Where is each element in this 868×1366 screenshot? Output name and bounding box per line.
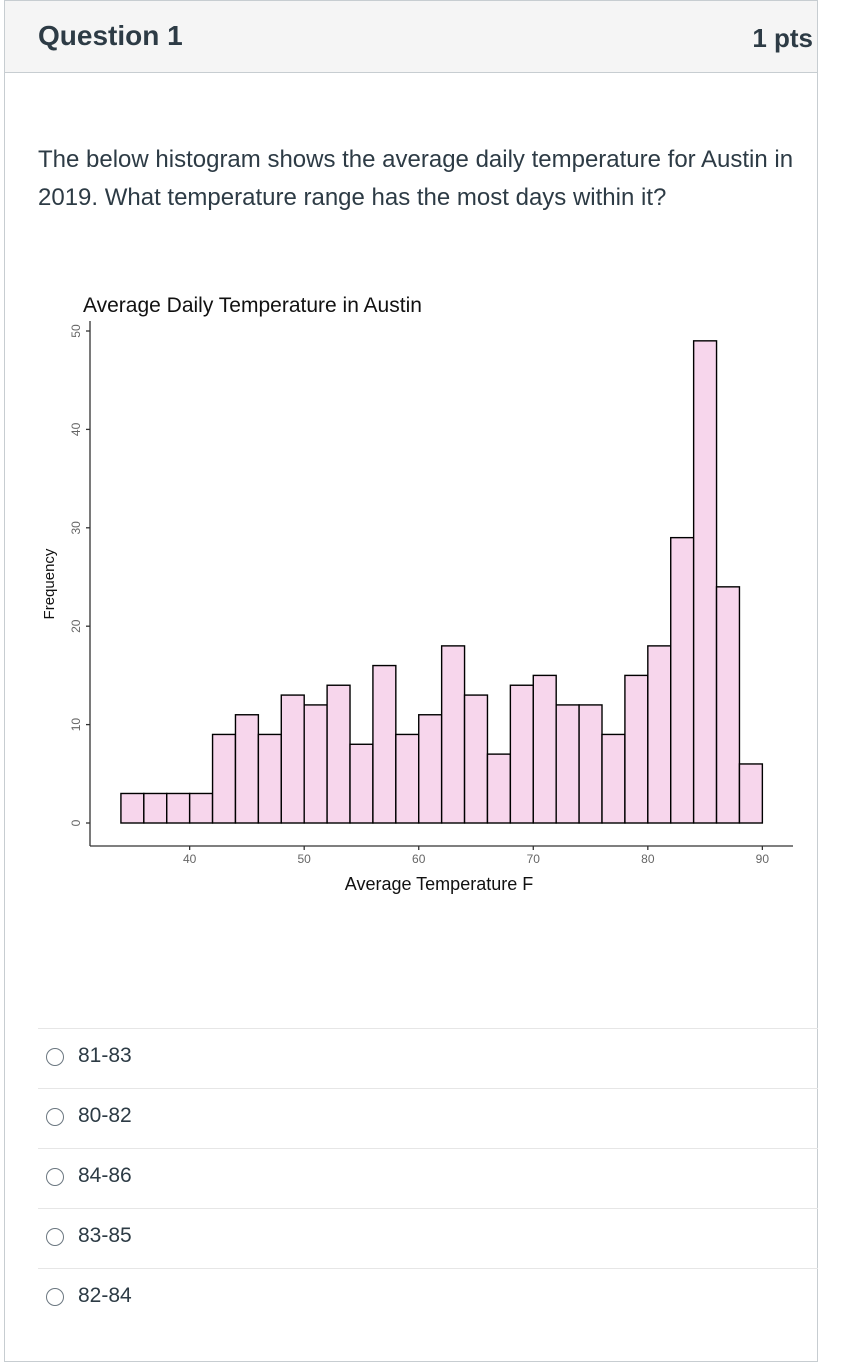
histogram-bar [395, 733, 420, 824]
chart-title: Average Daily Temperature in Austin [83, 294, 422, 317]
histogram-bar [463, 694, 489, 824]
question-header: Question 1 1 pts [5, 1, 817, 73]
y-tick-label: 20 [69, 619, 83, 633]
x-tick-label: 50 [298, 852, 312, 866]
histogram-svg: Average Daily Temperature in Austin Freq… [41, 294, 793, 894]
x-tick-label: 60 [412, 852, 426, 866]
y-tick-label: 50 [69, 324, 83, 338]
x-tick-label: 80 [641, 852, 655, 866]
histogram-bar [303, 704, 328, 824]
histogram-bar [188, 792, 214, 824]
answer-list: 81-83 80-82 84-86 83-85 82-84 [38, 1028, 818, 1328]
radio-button-icon[interactable] [46, 1168, 64, 1186]
answer-option[interactable]: 80-82 [38, 1088, 818, 1148]
y-tick-label: 40 [69, 422, 83, 436]
histogram-bar [509, 684, 534, 824]
question-title: Question 1 [38, 20, 183, 51]
y-tick-label: 0 [69, 819, 83, 826]
histogram-bar [670, 536, 695, 824]
histogram-bar [234, 714, 260, 824]
histogram-bar [532, 674, 557, 824]
histogram-bar [326, 684, 351, 824]
histogram-bar [211, 733, 237, 824]
answer-label: 81-83 [78, 1044, 132, 1067]
histogram-bar [578, 704, 603, 824]
histogram-bar [143, 792, 168, 824]
histogram-bar [166, 792, 191, 824]
x-tick-label: 70 [527, 852, 541, 866]
answer-option[interactable]: 84-86 [38, 1148, 818, 1208]
histogram-bar [120, 792, 145, 824]
radio-button-icon[interactable] [46, 1048, 64, 1066]
answer-label: 80-82 [78, 1104, 132, 1127]
answer-label: 83-85 [78, 1224, 132, 1247]
y-tick-label: 10 [69, 718, 83, 732]
answer-label: 84-86 [78, 1164, 132, 1187]
radio-button-icon[interactable] [46, 1108, 64, 1126]
histogram-bar [440, 645, 466, 824]
histogram-axes: 0 10 20 30 40 50 40 50 60 70 80 90 [69, 321, 793, 866]
chart-y-axis-label: Frequency [41, 548, 58, 619]
x-tick-label: 90 [756, 852, 770, 866]
radio-button-icon[interactable] [46, 1288, 64, 1306]
histogram-bars [120, 340, 764, 824]
histogram-bar [372, 664, 397, 824]
histogram-bar [601, 733, 626, 824]
histogram-bar [486, 753, 512, 824]
x-tick-label: 40 [183, 852, 197, 866]
answer-option[interactable]: 83-85 [38, 1208, 818, 1268]
answer-option[interactable]: 82-84 [38, 1268, 818, 1328]
radio-button-icon[interactable] [46, 1228, 64, 1246]
histogram-bar [418, 714, 443, 824]
histogram-bar [624, 674, 649, 824]
histogram-bar [280, 694, 305, 824]
histogram-bar [647, 645, 672, 824]
question-card: Question 1 1 pts The below histogram sho… [4, 0, 818, 1362]
histogram-bar [555, 704, 580, 824]
question-text: The below histogram shows the average da… [38, 146, 794, 211]
question-points: 1 pts [752, 23, 813, 53]
histogram-bar [738, 763, 764, 824]
histogram-bar [349, 743, 374, 824]
histogram-chart: Average Daily Temperature in Austin Freq… [35, 286, 805, 906]
answer-option[interactable]: 81-83 [38, 1028, 818, 1088]
histogram-bar [692, 340, 718, 824]
answer-label: 82-84 [78, 1284, 132, 1307]
y-tick-label: 30 [69, 521, 83, 535]
chart-x-axis-label: Average Temperature F [345, 874, 533, 894]
histogram-bar [257, 733, 282, 824]
histogram-bar [715, 586, 741, 824]
